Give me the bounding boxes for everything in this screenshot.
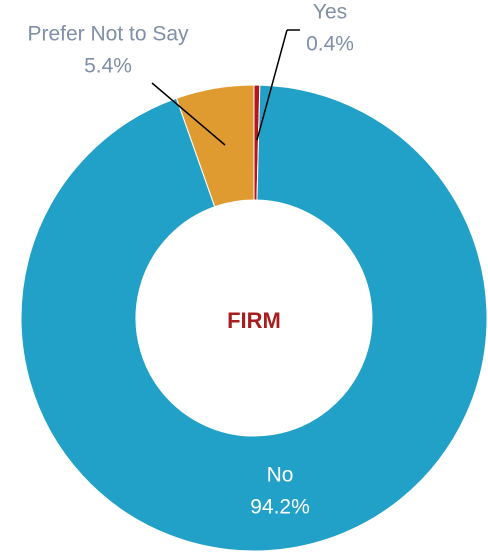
center-label: FIRM	[227, 308, 281, 333]
slices	[20, 84, 488, 552]
slice-label: No	[267, 464, 294, 487]
slice	[175, 84, 255, 208]
slice-value: 94.2%	[250, 496, 310, 519]
slice-label: Yes	[313, 1, 347, 24]
slice-value: 0.4%	[306, 33, 354, 56]
slice-label: Prefer Not to Say	[27, 23, 189, 46]
leader-line	[151, 82, 226, 146]
slice-value: 5.4%	[84, 55, 132, 78]
leader-line	[256, 29, 288, 141]
slice	[20, 84, 488, 552]
